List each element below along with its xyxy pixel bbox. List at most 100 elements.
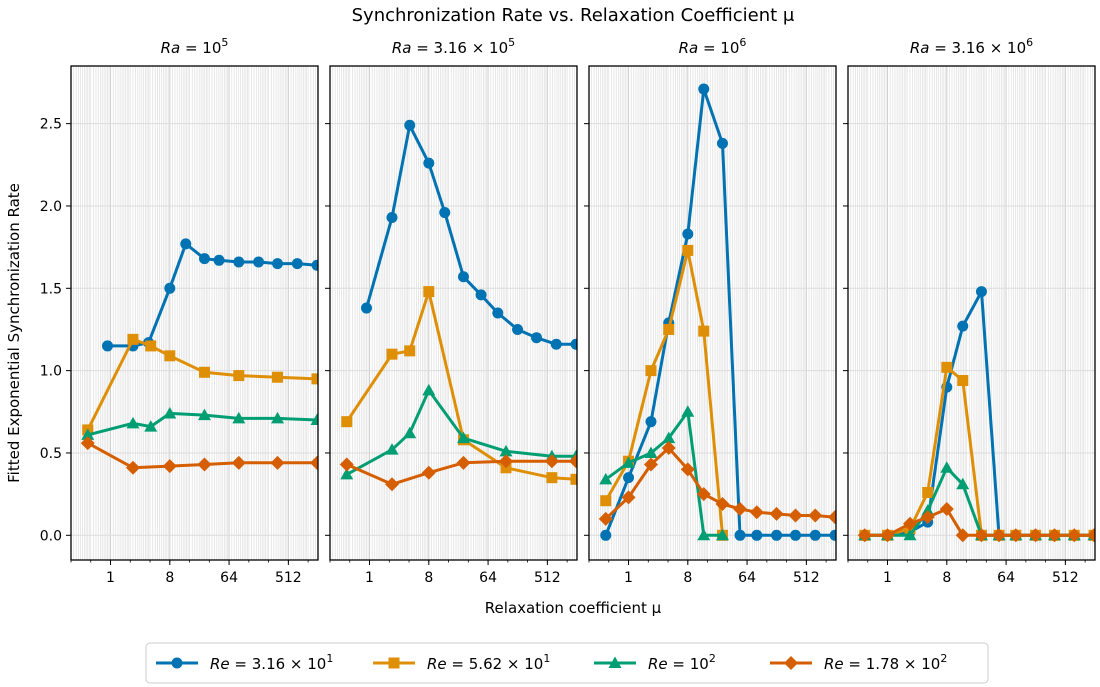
data-point bbox=[1087, 528, 1095, 543]
data-point bbox=[698, 325, 710, 337]
data-point bbox=[682, 228, 694, 240]
x-tick-label: 1 bbox=[883, 570, 892, 586]
data-point bbox=[163, 406, 177, 419]
x-tick-label: 8 bbox=[424, 570, 433, 586]
series-line bbox=[346, 388, 576, 476]
data-point bbox=[1028, 528, 1043, 543]
data-point bbox=[922, 486, 934, 498]
x-tick-label: 64 bbox=[479, 570, 497, 586]
y-tick-label: 1.0 bbox=[40, 364, 62, 380]
data-point bbox=[310, 455, 318, 470]
data-point bbox=[403, 426, 417, 439]
data-point bbox=[253, 256, 265, 268]
data-point bbox=[271, 411, 285, 424]
x-tick-label: 512 bbox=[1052, 570, 1079, 586]
data-point bbox=[422, 383, 436, 396]
math-body: = 10 bbox=[180, 39, 221, 57]
grid bbox=[848, 66, 1095, 560]
data-point bbox=[385, 443, 399, 455]
math-body: = 1.78 × 10 bbox=[844, 655, 941, 673]
math-body: = 10 bbox=[668, 655, 709, 673]
data-point bbox=[920, 510, 935, 525]
math-exponent: 5 bbox=[221, 36, 228, 49]
data-point bbox=[492, 307, 504, 319]
legend-marker bbox=[784, 656, 798, 670]
data-point bbox=[697, 528, 711, 541]
x-axis-label: Relaxation coefficient μ bbox=[485, 599, 662, 617]
math-exponent: 1 bbox=[326, 652, 333, 665]
data-point bbox=[622, 456, 636, 468]
data-point bbox=[164, 350, 176, 362]
data-point bbox=[715, 528, 729, 541]
data-point bbox=[311, 259, 318, 271]
math-body: = 3.16 × 10 bbox=[411, 39, 508, 57]
data-point bbox=[80, 436, 95, 451]
legend-entry: Re = 1.78 × 102 bbox=[770, 652, 947, 673]
data-point bbox=[751, 529, 763, 541]
data-point bbox=[310, 413, 318, 426]
data-point bbox=[829, 529, 836, 541]
data-point bbox=[361, 302, 373, 314]
data-point bbox=[145, 340, 157, 352]
data-point bbox=[198, 366, 210, 378]
data-point bbox=[386, 348, 398, 360]
data-point bbox=[311, 373, 318, 385]
data-point bbox=[127, 333, 139, 345]
data-point bbox=[734, 529, 746, 541]
data-point bbox=[680, 462, 695, 477]
data-point bbox=[339, 457, 354, 472]
data-point bbox=[682, 244, 694, 256]
legend-label: Re = 1.78 × 102 bbox=[824, 652, 947, 673]
data-point bbox=[956, 477, 970, 490]
data-point bbox=[621, 490, 636, 505]
x-tick-label: 64 bbox=[997, 570, 1015, 586]
math-body: = 3.16 × 10 bbox=[929, 39, 1026, 57]
data-point bbox=[423, 157, 435, 169]
legend-entry: Re = 102 bbox=[594, 652, 716, 673]
data-point bbox=[456, 431, 470, 444]
data-point bbox=[457, 271, 469, 283]
series-line bbox=[604, 410, 723, 537]
legend-marker bbox=[171, 657, 183, 669]
x-tick-label: 1 bbox=[365, 570, 374, 586]
data-point bbox=[645, 416, 657, 428]
data-point bbox=[716, 137, 728, 149]
data-point bbox=[512, 323, 524, 335]
data-point bbox=[903, 528, 917, 541]
math-body: = 10 bbox=[698, 39, 739, 57]
math-body: = 3.16 × 10 bbox=[230, 655, 327, 673]
data-point bbox=[939, 501, 954, 516]
legend-entry: Re = 3.16 × 101 bbox=[156, 652, 333, 673]
data-point bbox=[272, 258, 284, 270]
legend-marker bbox=[388, 657, 400, 669]
subplot-3: 1 8 64 512 Ra = 106 bbox=[584, 36, 837, 586]
series-group bbox=[80, 238, 318, 475]
data-point bbox=[164, 282, 176, 294]
data-point bbox=[880, 528, 895, 543]
data-point bbox=[681, 405, 695, 417]
data-point bbox=[733, 501, 748, 516]
y-tick-label: 0.0 bbox=[40, 528, 62, 544]
math-exponent: 1 bbox=[543, 652, 550, 665]
y-tick-label: 1.5 bbox=[40, 281, 62, 297]
data-point bbox=[644, 446, 658, 458]
axes-frame bbox=[70, 65, 319, 561]
series-group bbox=[339, 119, 577, 492]
x-tick-label: 64 bbox=[738, 570, 756, 586]
data-point bbox=[570, 473, 577, 485]
subplot-2: 1 8 64 512 Ra = 3.16 × 105 bbox=[325, 36, 578, 586]
data-point bbox=[599, 472, 613, 485]
data-point bbox=[788, 508, 803, 523]
data-point bbox=[439, 207, 451, 219]
data-point bbox=[623, 472, 635, 484]
data-point bbox=[499, 444, 513, 457]
data-point bbox=[662, 431, 676, 444]
data-point bbox=[421, 465, 436, 480]
x-tick-label: 512 bbox=[793, 570, 820, 586]
legend-entry: Re = 5.62 × 101 bbox=[373, 652, 550, 673]
data-point bbox=[663, 323, 675, 335]
data-point bbox=[233, 256, 245, 268]
data-point bbox=[769, 506, 784, 521]
